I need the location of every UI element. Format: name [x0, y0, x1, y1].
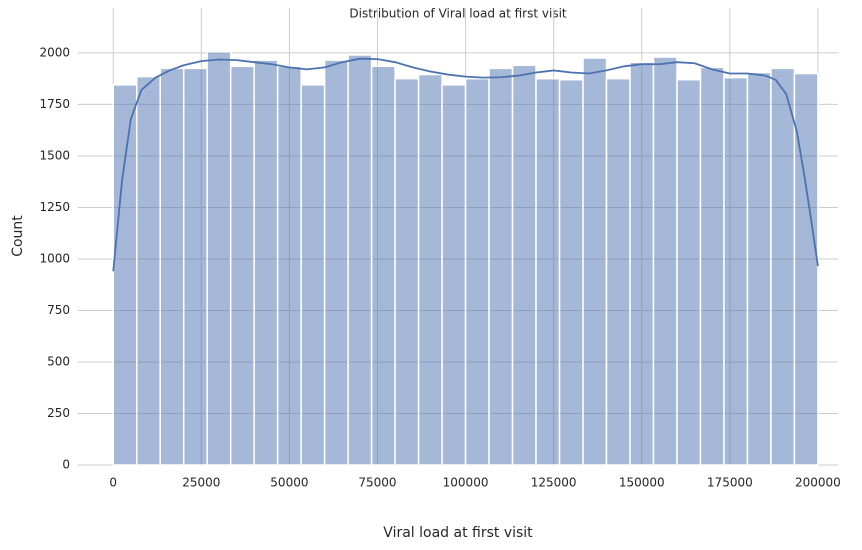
x-tick-label: 200000 [795, 476, 841, 490]
bar [605, 77, 631, 466]
y-tick-label: 750 [47, 303, 70, 317]
bar [347, 54, 373, 466]
y-tick-label: 1500 [39, 148, 70, 162]
bar [558, 78, 584, 466]
bar [370, 65, 396, 466]
bar [112, 84, 138, 466]
y-tick-label: 2000 [39, 45, 70, 59]
x-tick-label: 50000 [270, 476, 308, 490]
bar [629, 61, 655, 466]
bar [511, 64, 537, 466]
bar [723, 76, 749, 466]
x-tick-label: 175000 [707, 476, 753, 490]
bar [464, 77, 490, 466]
x-tick-label: 25000 [182, 476, 220, 490]
bar [488, 67, 514, 466]
y-tick-label: 1250 [39, 200, 70, 214]
kde-line [112, 57, 819, 272]
y-axis-label: Count [10, 215, 26, 257]
bar [793, 72, 819, 466]
bar [652, 56, 678, 466]
x-tick-label: 100000 [443, 476, 489, 490]
bar [770, 67, 796, 466]
x-tick-label: 0 [109, 476, 117, 490]
bar [746, 71, 772, 466]
chart-title: Distribution of Viral load at first visi… [349, 7, 567, 21]
bar [323, 59, 349, 466]
bar [300, 84, 326, 466]
x-tick-label: 75000 [358, 476, 396, 490]
y-tick-label: 1000 [39, 251, 70, 265]
bar [699, 66, 725, 466]
bar [182, 67, 208, 466]
y-tick-label: 250 [47, 406, 70, 420]
bar [206, 51, 232, 466]
x-axis-label: Viral load at first visit [383, 525, 533, 541]
bar [535, 77, 561, 466]
y-tick-label: 1750 [39, 97, 70, 111]
bar [417, 73, 443, 466]
bar [676, 78, 702, 466]
bar [582, 57, 608, 466]
y-tick-label: 0 [62, 458, 70, 472]
bar [441, 84, 467, 466]
x-tick-label: 125000 [531, 476, 577, 490]
y-tick-label: 500 [47, 354, 70, 368]
x-tick-label: 150000 [619, 476, 665, 490]
bar [135, 75, 161, 466]
bar [159, 67, 185, 466]
bar [394, 77, 420, 466]
bar [229, 65, 255, 466]
bar [253, 59, 279, 466]
bar [276, 65, 302, 466]
